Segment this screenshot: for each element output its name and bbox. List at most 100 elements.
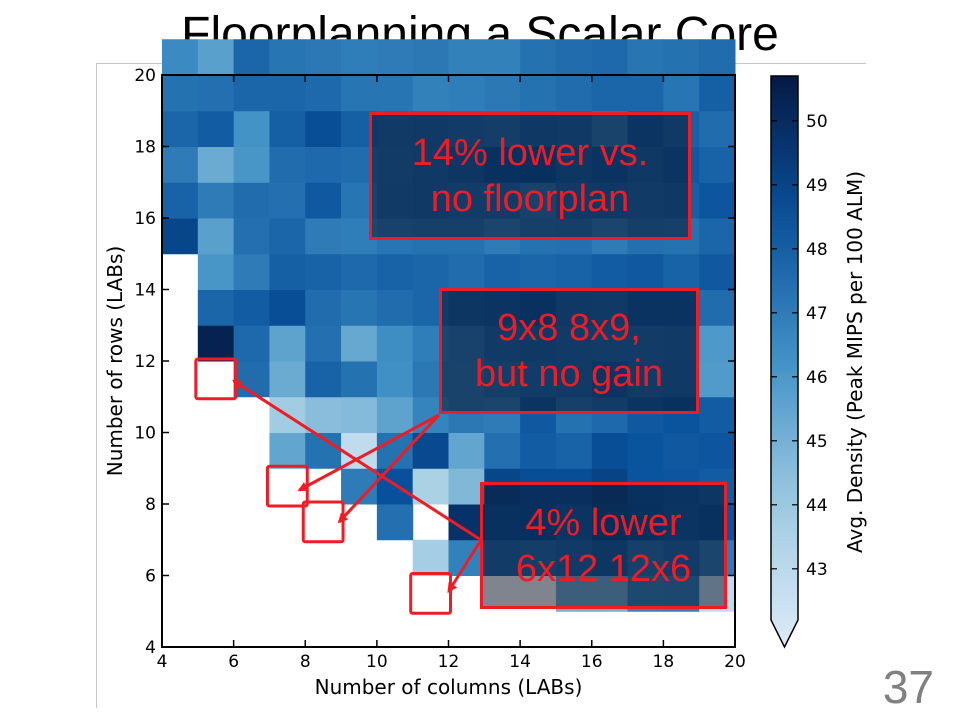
heatmap-cell (162, 75, 199, 112)
heatmap-cell (448, 432, 485, 469)
heatmap-cell (341, 253, 378, 290)
heatmap-cell (412, 39, 449, 76)
heatmap-cell (197, 289, 235, 326)
heatmap-cell (305, 75, 342, 112)
highlight-box (409, 572, 452, 615)
heatmap-cell (484, 253, 521, 290)
heatmap-cell (269, 110, 306, 147)
heatmap-cell (376, 504, 414, 541)
heatmap-cell (699, 182, 736, 219)
x-tick-label: 14 (509, 652, 531, 672)
heatmap-cell (269, 361, 306, 398)
heatmap-cell (269, 146, 306, 183)
heatmap-cell (376, 253, 414, 290)
heatmap-cell (233, 289, 270, 326)
colorbar-tick-label: 43 (806, 560, 828, 580)
page-number: 37 (882, 661, 934, 713)
colorbar-tick-label: 46 (806, 368, 828, 388)
colorbar-tick-label: 50 (806, 112, 828, 132)
heatmap-cell (162, 218, 199, 255)
heatmap-cell (305, 253, 342, 290)
heatmap-cell (305, 361, 342, 398)
heatmap-cell (197, 253, 235, 290)
heatmap-cell (305, 39, 342, 76)
heatmap-cell (663, 432, 700, 469)
callout-text-line: 9x8 8x9, (497, 307, 641, 349)
heatmap-cell (555, 432, 593, 469)
heatmap-cell (591, 432, 629, 469)
heatmap-cell (699, 396, 736, 433)
x-tick-label: 6 (228, 652, 239, 672)
heatmap-cell (448, 468, 485, 505)
heatmap-cell (699, 110, 736, 147)
heatmap-cell (197, 182, 235, 219)
x-tick-label: 10 (366, 652, 388, 672)
y-axis-label: Number of rows (LABs) (103, 246, 127, 477)
y-tick-label: 10 (134, 424, 156, 444)
heatmap-cell (412, 253, 449, 290)
callout-text-line: 4% lower (525, 501, 682, 544)
heatmap-cell (412, 75, 449, 112)
heatmap-cell (197, 110, 235, 147)
colorbar-tick-label: 49 (806, 176, 828, 196)
highlight-box (194, 357, 238, 401)
heatmap-cell (448, 39, 485, 76)
heatmap-cell (269, 253, 306, 290)
heatmap-cell (699, 218, 736, 255)
heatmap-cell (699, 361, 736, 398)
annotation-arrow (447, 539, 483, 594)
callout-text-line: 14% lower vs. (411, 132, 649, 174)
heatmap-cell (484, 39, 521, 76)
heatmap-cell (663, 75, 700, 112)
heatmap-cell (197, 75, 235, 112)
x-tick-label: 18 (653, 652, 675, 672)
heatmap-cell (699, 253, 736, 290)
heatmap-cell (162, 110, 199, 147)
heatmap-cell (341, 396, 378, 433)
heatmap-cell (162, 146, 199, 183)
heatmap-cell (376, 39, 414, 76)
y-tick-label: 8 (145, 495, 156, 515)
heatmap-cell (627, 39, 664, 76)
heatmap-cell (376, 325, 414, 362)
x-tick-label: 8 (300, 652, 311, 672)
heatmap-cell (233, 75, 270, 112)
heatmap-cell (269, 182, 306, 219)
heatmap-cell (627, 432, 664, 469)
left-divider (96, 63, 97, 708)
heatmap-cell (233, 110, 270, 147)
heatmap-cell (699, 39, 736, 76)
heatmap-cell (484, 75, 521, 112)
heatmap-cell (591, 39, 629, 76)
callout-text-line: 6x12 12x6 (515, 547, 692, 590)
heatmap-cell (412, 539, 449, 576)
heatmap-cell (197, 146, 235, 183)
heatmap-cell (699, 432, 736, 469)
y-tick-label: 4 (145, 638, 156, 658)
heatmap-cell (305, 218, 342, 255)
heatmap-cell (341, 361, 378, 398)
heatmap-cell (555, 39, 593, 76)
annotation-arrow (337, 413, 441, 524)
heatmap-cell (376, 361, 414, 398)
callout-lower: 4% lower 6x12 12x6 (480, 482, 727, 609)
heatmap-cell (305, 146, 342, 183)
y-tick-label: 16 (134, 209, 156, 229)
heatmap-cell (699, 146, 736, 183)
heatmap-cell (269, 432, 306, 469)
colorbar-tick-label: 45 (806, 432, 828, 452)
y-tick-label: 6 (145, 567, 156, 587)
heatmap-cell (269, 218, 306, 255)
heatmap-cell (269, 39, 306, 76)
annotation-arrow (297, 413, 440, 492)
heatmap-cell (591, 75, 629, 112)
heatmap-cell (341, 289, 378, 326)
heatmap-cell (197, 325, 235, 362)
heatmap-cell (627, 75, 664, 112)
heatmap-cell (555, 75, 593, 112)
heatmap-cell (376, 396, 414, 433)
heatmap-cell (376, 289, 414, 326)
x-tick-label: 20 (724, 652, 746, 672)
heatmap-cell (341, 75, 378, 112)
heatmap-cell (233, 218, 270, 255)
